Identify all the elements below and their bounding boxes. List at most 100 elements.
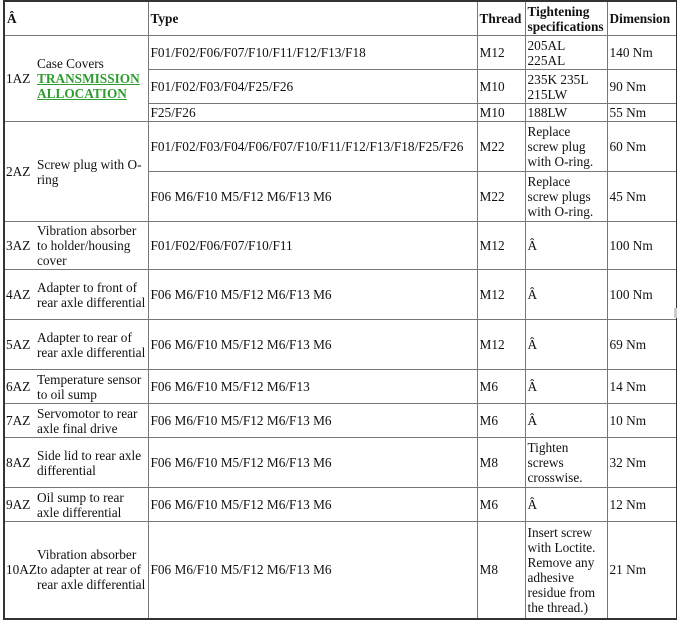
description-text: Servomotor to rear axle final drive [37,405,138,436]
item-code: 10AZ [3,521,37,619]
item-code: 7AZ [3,403,35,438]
cell-thread: M12 [476,35,526,70]
cell-thread: M6 [476,369,526,404]
header-thread: Thread [476,0,526,36]
cell-thread: M22 [476,121,526,172]
item-description: Screw plug with O-ring [35,121,149,222]
cell-type: F06 M6/F10 M5/F12 M6/F13 M6 [147,521,478,619]
cell-thread: M10 [476,103,526,122]
header-spec: Tightening specifications [524,0,608,36]
torque-spec-table: Â Type Thread Tightening specifications … [3,0,677,620]
description-text: Case Covers [37,56,104,71]
item-description: Servomotor to rear axle final drive [35,403,149,438]
cell-spec: Insert screw with Loctite. Remove any ad… [524,521,608,619]
item-code: 1AZ [3,35,35,122]
table-row: 8AZ Side lid to rear axle differential F06… [3,437,677,488]
table-row: F06 M6/F10 M5/F12 M6/F13 M6 M22 Replace sc… [4,171,677,222]
cell-type: F06 M6/F10 M5/F12 M6/F13 M6 [147,171,478,222]
description-text: Screw plug with O-ring [37,156,142,187]
cell-spec: Â [524,403,608,438]
cell-thread: M10 [476,69,526,104]
cell-type: F01/F02/F03/F04/F25/F26 [147,69,478,104]
cell-type: F06 M6/F10 M5/F12 M6/F13 M6 [147,403,478,438]
cell-thread: M8 [476,437,526,488]
cell-type: F01/F02/F06/F07/F10/F11 [147,221,478,270]
table-row: 1AZ Case Covers TRANSMISSION ALLOCATION F01… [3,35,677,122]
header-item: Â [3,0,149,36]
item-code: 2AZ [3,121,35,222]
table-row: 4AZ Adapter to front of rear axle differe… [3,269,677,320]
cell-spec: 205AL 225AL [524,35,608,70]
table-row: 10AZ Vibration absorber to adapter at rea… [3,521,677,619]
item-description: Vibration absorber to holder/housing cov… [35,221,149,270]
item-code: 3AZ [3,221,35,270]
item-description: Side lid to rear axle differential [35,437,149,488]
item-code: 9AZ [3,487,35,522]
table-row: F25/F26 M10 188LW 55 Nm [4,103,677,122]
cell-spec: Tighten screws crosswise. [524,437,608,488]
description-text: Vibration absorber to holder/housing cov… [37,223,137,268]
description-text: Oil sump to rear axle differential [37,489,124,520]
header-dimension: Dimension [606,0,677,36]
description-text: Adapter to rear of rear axle differentia… [37,329,146,360]
item-description: Case Covers TRANSMISSION ALLOCATION [35,35,149,122]
description-text: Vibration absorber to adapter at rear of… [37,547,146,593]
cell-thread: M12 [476,221,526,270]
cell-dimension: 100 Nm [606,221,677,270]
item-description: Temperature sensor to oil sump [35,369,149,404]
header-type: Type [147,0,478,36]
item-description: Vibration absorber to adapter at rear of… [35,521,149,619]
cell-spec: 235K 235L 215LW [524,69,608,104]
cell-dimension: 21 Nm [606,521,677,619]
transmission-allocation-link[interactable]: TRANSMISSION ALLOCATION [37,71,140,101]
item-code: 6AZ [3,369,35,404]
table-row: 3AZ Vibration absorber to holder/housing … [3,221,677,270]
table-row: 2AZ Screw plug with O-ring F01/F02/F03/F04… [3,121,677,222]
table-row: 5AZ Adapter to rear of rear axle differen… [3,319,677,370]
item-description: Oil sump to rear axle differential [35,487,149,522]
cell-spec: Â [524,319,608,370]
table-row: 6AZ Temperature sensor to oil sump F06 M6/… [3,369,677,404]
cell-thread: M22 [476,171,526,222]
scrollbar[interactable] [674,308,677,318]
cell-dimension: 10 Nm [606,403,677,438]
item-description: Adapter to front of rear axle differenti… [35,269,149,320]
cell-thread: M8 [476,521,526,619]
cell-type: F01/F02/F03/F04/F06/F07/F10/F11/F12/F13/… [147,121,478,172]
cell-dimension: 100 Nm [606,269,677,320]
table-row: 9AZ Oil sump to rear axle differential F06… [3,487,677,522]
cell-dimension: 60 Nm [606,121,677,172]
cell-spec: Replace screw plugs with O-ring. [524,171,608,222]
cell-spec: Â [524,269,608,320]
cell-spec: Â [524,369,608,404]
item-description: Adapter to rear of rear axle differentia… [35,319,149,370]
cell-spec: 188LW [524,103,608,122]
cell-thread: M6 [476,487,526,522]
table-row: 7AZ Servomotor to rear axle final drive F0… [3,403,677,438]
cell-dimension: 140 Nm [606,35,677,70]
item-code: 4AZ [3,269,35,320]
cell-dimension: 90 Nm [606,69,677,104]
table-row: F01/F02/F03/F04/F25/F26 M10 235K 235L 215L… [4,69,677,104]
cell-type: F06 M6/F10 M5/F12 M6/F13 M6 [147,269,478,320]
description-text: Adapter to front of rear axle differenti… [37,279,146,310]
cell-dimension: 45 Nm [606,171,677,222]
cell-type: F06 M6/F10 M5/F12 M6/F13 M6 [147,319,478,370]
cell-thread: M12 [476,319,526,370]
cell-spec: Replace screw plug with O-ring. [524,121,608,172]
item-code: 8AZ [3,437,35,488]
cell-dimension: 69 Nm [606,319,677,370]
cell-type: F06 M6/F10 M5/F12 M6/F13 M6 [147,487,478,522]
cell-dimension: 14 Nm [606,369,677,404]
cell-type: F25/F26 [147,103,478,122]
cell-type: F06 M6/F10 M5/F12 M6/F13 [147,369,478,404]
cell-thread: M6 [476,403,526,438]
cell-type: F01/F02/F06/F07/F10/F11/F12/F13/F18 [147,35,478,70]
cell-spec: Â [524,487,608,522]
cell-dimension: 32 Nm [606,437,677,488]
header-row: Â Type Thread Tightening specifications … [3,0,677,36]
cell-spec: Â [524,221,608,270]
cell-thread: M12 [476,269,526,320]
description-text: Temperature sensor to oil sump [37,371,142,402]
description-text: Side lid to rear axle differential [37,447,142,478]
